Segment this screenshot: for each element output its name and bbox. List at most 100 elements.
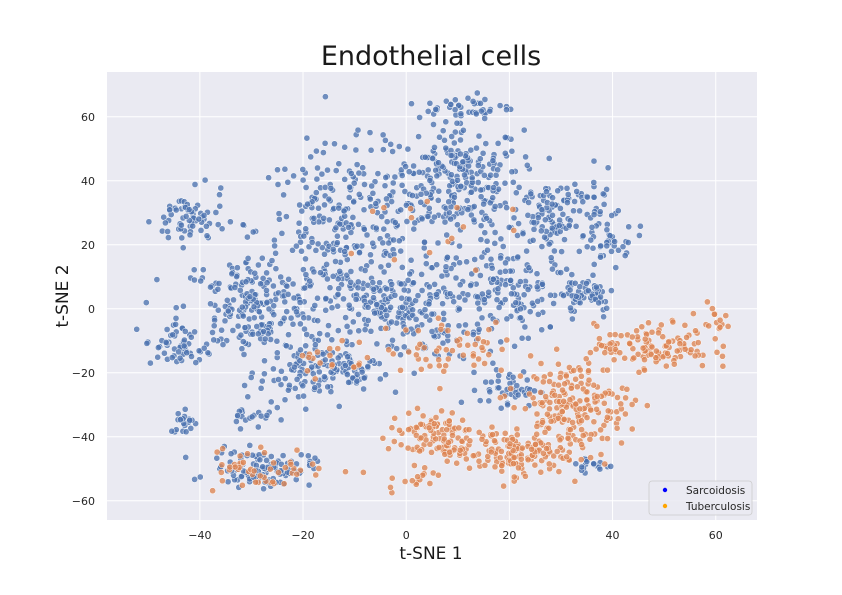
- point-sarcoidosis: [475, 326, 483, 333]
- point-tuberculosis: [648, 343, 656, 351]
- point-sarcoidosis: [398, 181, 406, 189]
- point-sarcoidosis: [263, 457, 270, 464]
- point-sarcoidosis: [578, 463, 586, 471]
- point-tuberculosis: [569, 419, 576, 426]
- point-sarcoidosis: [354, 278, 362, 286]
- point-sarcoidosis: [491, 229, 499, 236]
- point-sarcoidosis: [239, 221, 247, 229]
- point-sarcoidosis: [175, 348, 182, 356]
- point-sarcoidosis: [234, 412, 241, 419]
- point-sarcoidosis: [373, 340, 381, 348]
- point-sarcoidosis: [260, 485, 267, 493]
- point-tuberculosis: [719, 352, 726, 360]
- point-tuberculosis: [507, 385, 514, 392]
- point-sarcoidosis: [502, 267, 509, 275]
- point-sarcoidosis: [172, 314, 180, 322]
- point-tuberculosis: [531, 400, 538, 408]
- point-tuberculosis: [579, 432, 587, 439]
- point-sarcoidosis: [371, 309, 379, 317]
- point-sarcoidosis: [325, 322, 332, 329]
- point-tuberculosis: [445, 417, 453, 425]
- point-sarcoidosis: [564, 199, 571, 206]
- point-sarcoidosis: [402, 163, 409, 170]
- point-sarcoidosis: [182, 428, 190, 436]
- point-sarcoidosis: [162, 339, 170, 346]
- point-tuberculosis: [561, 380, 569, 388]
- point-sarcoidosis: [233, 418, 240, 425]
- point-sarcoidosis: [397, 351, 404, 359]
- point-tuberculosis: [617, 332, 625, 340]
- point-sarcoidosis: [538, 206, 546, 214]
- point-tuberculosis: [442, 346, 450, 354]
- point-sarcoidosis: [554, 187, 562, 195]
- point-sarcoidosis: [494, 166, 502, 174]
- point-sarcoidosis: [350, 179, 358, 187]
- point-sarcoidosis: [223, 296, 231, 304]
- point-sarcoidosis: [547, 291, 554, 299]
- point-tuberculosis: [475, 429, 483, 436]
- point-tuberculosis: [628, 401, 636, 408]
- point-sarcoidosis: [619, 243, 627, 251]
- point-sarcoidosis: [549, 211, 556, 219]
- point-sarcoidosis: [314, 240, 322, 248]
- point-tuberculosis: [617, 400, 625, 408]
- point-sarcoidosis: [221, 317, 229, 325]
- point-tuberculosis: [444, 355, 452, 363]
- point-tuberculosis: [583, 388, 591, 396]
- point-tuberculosis: [641, 335, 649, 343]
- point-sarcoidosis: [489, 275, 497, 283]
- point-tuberculosis: [413, 351, 420, 359]
- point-sarcoidosis: [477, 222, 485, 230]
- point-sarcoidosis: [199, 266, 207, 274]
- point-tuberculosis: [593, 393, 601, 400]
- point-tuberculosis: [547, 417, 555, 425]
- point-tuberculosis: [542, 393, 550, 400]
- point-sarcoidosis: [215, 280, 223, 287]
- point-sarcoidosis: [251, 269, 259, 277]
- point-sarcoidosis: [418, 271, 425, 278]
- point-tuberculosis: [573, 383, 581, 391]
- point-sarcoidosis: [237, 425, 244, 433]
- point-sarcoidosis: [214, 285, 222, 293]
- point-tuberculosis: [618, 439, 625, 447]
- point-sarcoidosis: [535, 214, 542, 221]
- point-tuberculosis: [416, 340, 424, 348]
- point-sarcoidosis: [625, 223, 633, 231]
- point-sarcoidosis: [434, 239, 442, 247]
- point-sarcoidosis: [238, 303, 246, 311]
- point-sarcoidosis: [603, 226, 611, 234]
- point-tuberculosis: [545, 460, 553, 468]
- point-sarcoidosis: [187, 425, 195, 432]
- point-tuberculosis: [597, 451, 605, 458]
- point-sarcoidosis: [273, 404, 281, 411]
- point-sarcoidosis: [289, 246, 296, 254]
- point-sarcoidosis: [244, 233, 251, 241]
- point-sarcoidosis: [400, 286, 408, 294]
- point-sarcoidosis: [227, 218, 234, 226]
- point-tuberculosis: [556, 374, 564, 381]
- point-sarcoidosis: [448, 171, 455, 179]
- point-tuberculosis: [604, 435, 611, 442]
- point-sarcoidosis: [520, 291, 528, 299]
- point-sarcoidosis: [161, 349, 168, 357]
- point-sarcoidosis: [590, 157, 598, 165]
- point-tuberculosis: [576, 366, 584, 374]
- point-tuberculosis: [537, 389, 544, 396]
- point-sarcoidosis: [446, 290, 454, 298]
- x-tick-label: −40: [188, 529, 211, 542]
- point-tuberculosis: [455, 424, 463, 432]
- point-sarcoidosis: [179, 244, 187, 252]
- point-sarcoidosis: [411, 219, 419, 227]
- point-tuberculosis: [433, 347, 441, 355]
- point-sarcoidosis: [489, 157, 497, 165]
- point-sarcoidosis: [242, 278, 250, 286]
- point-tuberculosis: [304, 367, 311, 375]
- point-tuberculosis: [550, 452, 558, 460]
- point-sarcoidosis: [468, 188, 475, 196]
- point-sarcoidosis: [568, 271, 576, 278]
- point-sarcoidosis: [505, 224, 513, 231]
- point-tuberculosis: [544, 410, 551, 418]
- point-sarcoidosis: [522, 153, 529, 161]
- point-tuberculosis: [425, 424, 433, 432]
- point-tuberculosis: [692, 327, 699, 335]
